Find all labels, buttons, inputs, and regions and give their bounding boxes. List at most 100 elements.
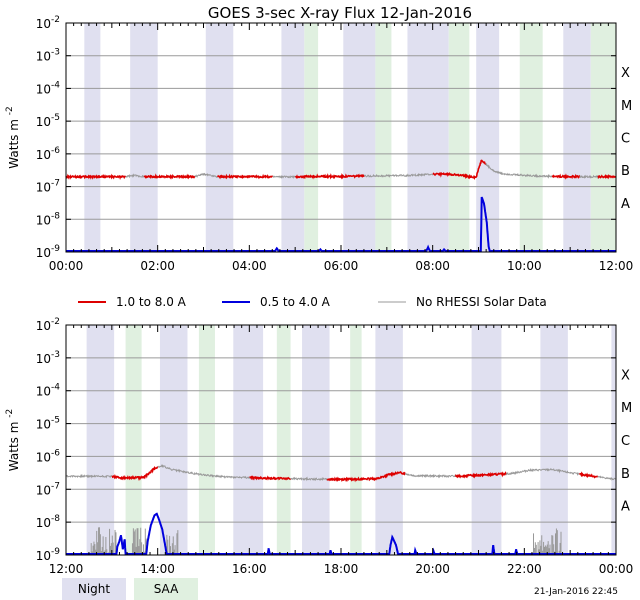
long-flux-line — [454, 471, 507, 479]
night-band — [540, 325, 568, 555]
y-tick-label: 10-8 — [36, 211, 61, 227]
long-flux-line — [485, 162, 553, 179]
long-flux-line — [217, 173, 273, 180]
long-flux-line — [597, 475, 616, 481]
long-flux-line — [363, 172, 434, 178]
saa-band — [519, 23, 543, 252]
night-band — [159, 325, 188, 555]
flare-class-label: A — [621, 500, 630, 515]
y-tick-label: 10-2 — [36, 15, 60, 31]
long-flux-line — [294, 173, 365, 180]
night-band — [130, 23, 158, 252]
night-legend-label: Night — [78, 582, 111, 596]
night-band — [343, 23, 376, 252]
long-flux-line — [194, 172, 218, 178]
chart-title: GOES 3-sec X-ray Flux 12-Jan-2016 — [208, 4, 472, 22]
x-tick-label: 10:00 — [507, 259, 542, 273]
y-tick-label: 10-3 — [36, 350, 60, 366]
y-tick-label: 10-4 — [36, 383, 61, 399]
long-flux-line — [125, 173, 145, 179]
bottom-panel: 12:00 14:00 16:00 18:00 20:00 22:00 00:00 10-2 1… — [5, 317, 633, 576]
x-tick-label: 02:00 — [140, 259, 175, 273]
x-tick-label: 00:00 — [599, 562, 634, 576]
flare-class-label: M — [621, 401, 632, 416]
plot-frame — [65, 324, 617, 556]
legend-label-short: 0.5 to 4.0 A — [260, 295, 331, 309]
x-tick-label: 22:00 — [507, 562, 542, 576]
x-tick-label: 04:00 — [232, 259, 267, 273]
x-tick-label: 18:00 — [324, 562, 359, 576]
flare-class-label: X — [621, 368, 630, 383]
night-band — [205, 23, 234, 252]
y-tick-label: 10-7 — [36, 179, 60, 195]
saa-band — [125, 325, 142, 555]
long-flux-line — [290, 476, 328, 482]
saa-band — [590, 23, 616, 252]
y-tick-label: 10-2 — [36, 317, 60, 333]
y-tick-label: 10-9 — [36, 547, 61, 563]
y-axis-label: Watts m -2 — [5, 106, 21, 168]
y-tick-label: 10-6 — [36, 146, 61, 162]
night-band — [611, 325, 616, 555]
flare-class-label: B — [621, 467, 630, 482]
y-tick-label: 10-6 — [36, 448, 61, 464]
night-band — [375, 325, 403, 555]
x-tick-label: 06:00 — [324, 259, 359, 273]
saa-band — [198, 325, 215, 555]
night-band — [471, 325, 502, 555]
long-flux-line — [65, 173, 127, 181]
y-tick-label: 10-5 — [36, 416, 60, 432]
long-flux-line — [597, 173, 617, 180]
night-legend-swatch — [62, 578, 126, 600]
night-band — [476, 23, 500, 252]
night-band — [233, 325, 264, 555]
flare-class-label: B — [621, 164, 630, 179]
bottom-legend: Night SAA 21-Jan-2016 22:45 — [62, 578, 618, 600]
x-tick-label: 16:00 — [232, 562, 267, 576]
long-flux-line — [432, 159, 487, 181]
y-tick-label: 10-4 — [36, 80, 61, 96]
night-band — [563, 23, 591, 252]
saa-band — [304, 23, 319, 252]
saa-band — [350, 325, 362, 555]
night-band — [407, 23, 449, 252]
y-tick-label: 10-8 — [36, 514, 61, 530]
long-flux-line — [249, 475, 292, 481]
long-flux-line — [404, 473, 457, 479]
long-flux-line — [272, 175, 296, 179]
flare-class-label: M — [621, 99, 632, 114]
night-band — [302, 325, 330, 555]
x-tick-label: 08:00 — [415, 259, 450, 273]
long-flux-line — [505, 467, 580, 476]
flare-class-label: X — [621, 66, 630, 81]
legend-label-nodata: No RHESSI Solar Data — [416, 295, 547, 309]
x-tick-label: 14:00 — [140, 562, 175, 576]
x-tick-label: 00:00 — [49, 259, 84, 273]
x-tick-label: 12:00 — [599, 259, 634, 273]
saa-band — [276, 325, 291, 555]
long-flux-line — [579, 174, 599, 180]
saa-legend-label: SAA — [154, 582, 179, 596]
x-tick-label: 12:00 — [49, 562, 84, 576]
timestamp: 21-Jan-2016 22:45 — [534, 587, 618, 597]
long-flux-line — [551, 173, 581, 180]
night-band — [84, 23, 101, 252]
flare-class-label: A — [621, 197, 630, 212]
long-flux-line — [65, 473, 113, 479]
y-tick-label: 10-3 — [36, 48, 60, 64]
long-flux-line — [143, 173, 196, 180]
y-axis-label: Watts m -2 — [5, 409, 21, 471]
night-band — [86, 325, 115, 555]
y-tick-label: 10-9 — [36, 244, 61, 260]
flare-class-label: C — [621, 132, 630, 147]
y-tick-label: 10-5 — [36, 113, 60, 129]
saa-band — [375, 23, 392, 252]
y-tick-label: 10-7 — [36, 481, 60, 497]
legend: 1.0 to 8.0 A 0.5 to 4.0 A No RHESSI Sola… — [78, 295, 547, 309]
long-flux-line — [157, 464, 251, 480]
long-flux-line — [111, 465, 159, 482]
long-flux-line — [579, 471, 599, 479]
saa-band — [448, 23, 470, 252]
legend-label-long: 1.0 to 8.0 A — [116, 295, 187, 309]
